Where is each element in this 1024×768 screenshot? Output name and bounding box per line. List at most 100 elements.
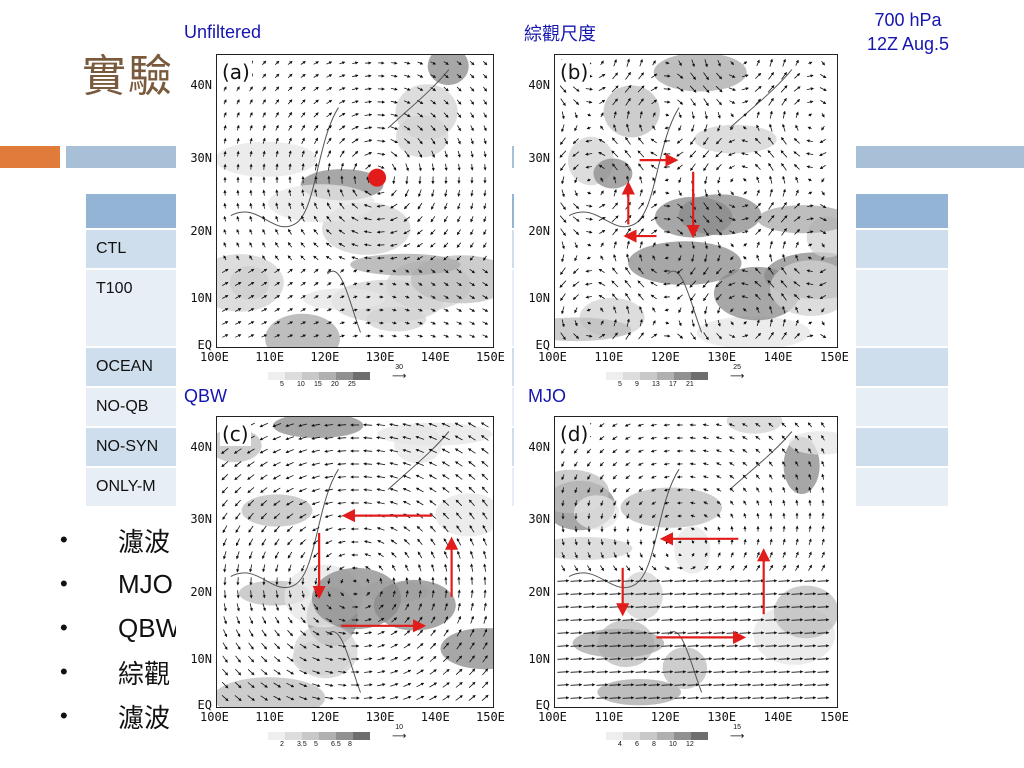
wind-vector <box>313 242 319 248</box>
wind-vector <box>613 189 617 197</box>
wind-vector <box>443 295 449 299</box>
wind-vector <box>287 295 293 299</box>
wind-vector <box>665 243 670 247</box>
wind-vector <box>402 474 411 479</box>
wind-vector <box>651 333 658 339</box>
wind-vector <box>609 592 622 596</box>
wind-vector <box>404 321 410 325</box>
wind-vector <box>235 538 240 547</box>
wind-vector <box>808 525 812 532</box>
wind-vector <box>664 527 669 531</box>
wind-vector <box>807 230 814 234</box>
wind-vector <box>661 579 674 583</box>
wind-vector <box>338 618 346 622</box>
wind-vector <box>249 241 253 248</box>
wind-vector <box>429 682 438 688</box>
wind-vector <box>417 125 424 131</box>
wind-vector <box>821 564 825 571</box>
wind-vector <box>377 165 385 169</box>
wind-vector <box>726 618 739 622</box>
wind-vector <box>756 487 760 493</box>
wind-vector <box>611 215 619 223</box>
wind-vector <box>717 319 721 327</box>
wind-vector <box>403 695 412 700</box>
wind-vector <box>663 423 670 427</box>
wind-vector <box>300 228 306 235</box>
wind-vector <box>739 592 752 596</box>
wind-vector <box>431 589 435 598</box>
wind-vector <box>780 280 788 288</box>
wind-vector <box>612 474 617 480</box>
wind-vector <box>585 295 592 299</box>
wind-vector <box>376 204 385 208</box>
wind-vector <box>470 563 474 572</box>
wind-vector <box>324 527 333 531</box>
legend-swatch <box>285 732 302 740</box>
wind-vector <box>713 644 726 648</box>
wind-vector <box>586 461 591 467</box>
wind-vector <box>403 256 411 260</box>
wind-vector <box>222 668 229 676</box>
wind-vector <box>338 670 347 674</box>
wind-vector <box>677 73 684 79</box>
legend-swatch <box>691 732 708 740</box>
wind-vector <box>674 618 687 622</box>
wind-vector <box>376 488 385 492</box>
wind-vector <box>469 628 475 637</box>
wind-vector <box>469 295 476 299</box>
wind-vector <box>288 189 292 197</box>
wind-vector <box>313 255 319 261</box>
wind-vector <box>652 242 656 248</box>
wind-vector <box>612 565 618 572</box>
wind-vector <box>301 150 305 158</box>
wind-vector <box>806 282 814 286</box>
wind-vector <box>377 152 386 156</box>
wind-vector <box>470 164 474 171</box>
wind-vector <box>807 74 814 78</box>
wind-vector <box>703 293 709 302</box>
wind-vector <box>808 321 813 325</box>
legend-swatch <box>268 372 285 380</box>
wind-vector <box>287 281 293 286</box>
wind-vector <box>583 618 596 622</box>
latitude-tick-label: 20N <box>190 584 212 599</box>
latitude-tick-label: 10N <box>528 291 550 306</box>
wind-vector <box>223 202 227 209</box>
wind-vector <box>313 321 320 325</box>
wind-vector <box>273 525 280 533</box>
wind-vector <box>648 579 661 583</box>
wind-vector <box>454 422 463 428</box>
legend-tick-label: 5 <box>314 741 318 748</box>
wind-vector <box>700 631 713 635</box>
wind-vector <box>337 449 347 453</box>
wind-vector <box>366 269 371 273</box>
wind-vector <box>428 422 438 427</box>
wind-vector <box>585 282 593 286</box>
wind-vector <box>417 629 424 636</box>
wind-vector <box>312 657 321 661</box>
wind-vector <box>752 579 765 583</box>
wind-vector <box>248 334 255 338</box>
figure-panel-d: (d) 40N 30N 20N 10N EQ 100E 110E 120E 130E 140E 150… <box>514 408 856 768</box>
wind-vector <box>300 281 306 286</box>
wind-vector <box>704 124 708 133</box>
wind-vector <box>648 592 661 596</box>
wind-vector <box>716 332 722 340</box>
wind-vector <box>483 99 487 105</box>
wind-vector <box>431 202 435 210</box>
wind-vector <box>363 540 372 544</box>
reference-vector-label: 30 <box>395 364 404 371</box>
wind-vector <box>234 486 242 494</box>
wind-vector <box>223 228 227 235</box>
wind-vector <box>561 189 565 198</box>
wind-vector <box>700 644 713 648</box>
wind-vector <box>429 695 438 701</box>
wind-vector <box>325 696 334 700</box>
wind-vector <box>299 643 307 649</box>
wind-vector <box>561 461 565 468</box>
wind-vector <box>456 655 463 663</box>
wind-vector <box>703 72 709 81</box>
wind-vector <box>469 321 476 325</box>
wind-vector <box>739 696 752 700</box>
wind-vector <box>700 592 713 596</box>
